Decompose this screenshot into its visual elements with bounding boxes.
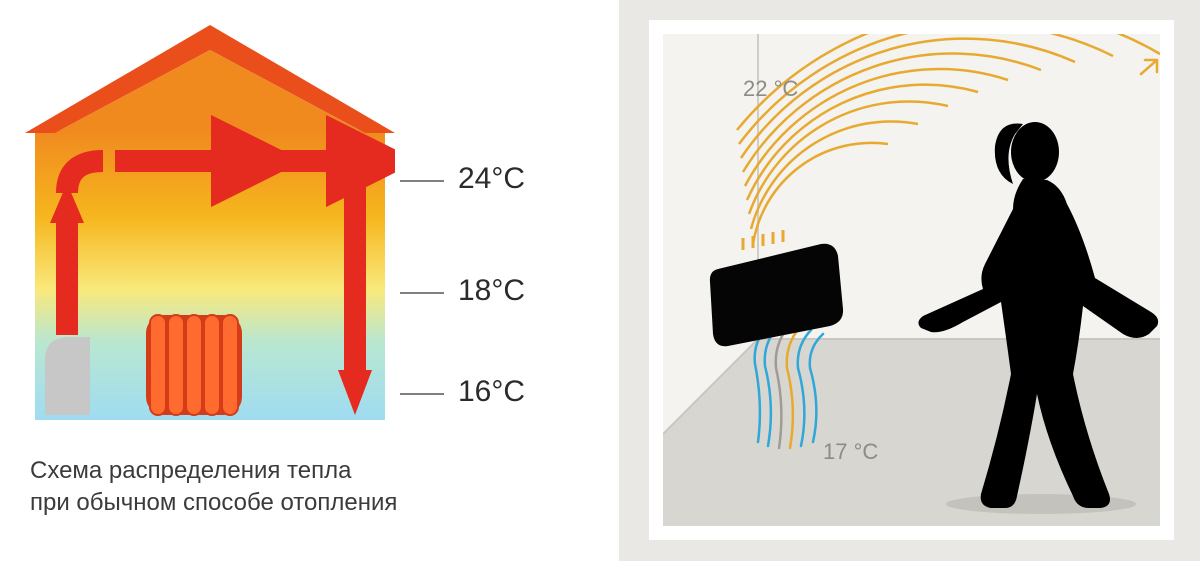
temp-label-16: 16°C	[458, 375, 525, 409]
temp-label-24: 24°C	[458, 162, 525, 196]
infrared-heating-diagram: 22 °C 17 °C	[615, 0, 1200, 561]
house-illustration	[25, 15, 395, 445]
radiator-icon	[146, 315, 242, 415]
diagram-caption: Схема распределения тепла при обычном сп…	[30, 455, 397, 520]
caption-line-2: при обычном способе отопления	[30, 489, 397, 516]
caption-line-1: Схема распределения тепла	[30, 457, 351, 484]
convection-heating-diagram: 24°C 18°C 16°C Схема распределения тепла…	[0, 0, 610, 561]
temp-tick-18	[400, 292, 444, 294]
room-temp-top: 22 °C	[743, 76, 798, 102]
room-frame: 22 °C 17 °C	[649, 20, 1174, 540]
temp-tick-16	[400, 393, 444, 395]
room-temp-bottom: 17 °C	[823, 439, 878, 465]
temp-tick-24	[400, 180, 444, 182]
temp-label-18: 18°C	[458, 274, 525, 308]
room-illustration	[663, 34, 1160, 526]
